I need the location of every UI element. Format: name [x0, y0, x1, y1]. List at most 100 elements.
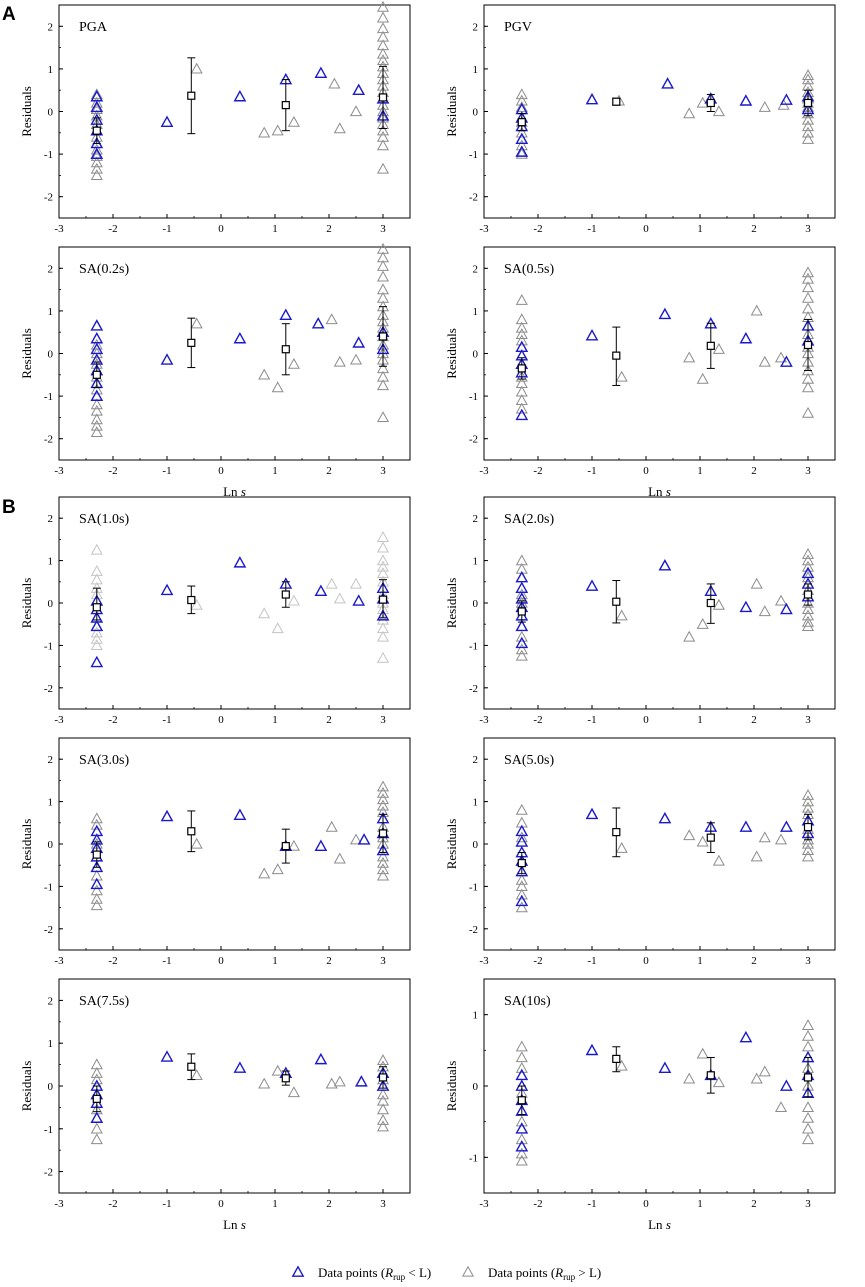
x-tick-label: -1 — [162, 955, 171, 967]
panel-sa-7-5s: -3 -2 -1 0 1 2 3 -2 -1 0 1 2 Residuals SA(7.5s) Ln s — [19, 978, 411, 1232]
x-tick-label: -2 — [533, 955, 542, 967]
blue-data-point — [515, 1122, 529, 1134]
mean-marker — [517, 607, 526, 616]
y-tick-label: 2 — [48, 21, 54, 33]
y-tick-label: -1 — [469, 881, 478, 893]
gray-data-point — [333, 592, 346, 604]
y-tick-label: 2 — [473, 754, 479, 766]
section-label-b: B — [2, 497, 16, 518]
gray-data-point — [515, 334, 528, 346]
blue-data-point — [357, 833, 371, 845]
mean-marker — [803, 340, 813, 350]
mean-marker — [706, 341, 715, 350]
gray-data-point — [90, 884, 103, 896]
gray-data-point — [258, 126, 271, 138]
blue-data-point — [515, 636, 529, 649]
gray-data-point — [801, 1111, 815, 1123]
x-tick-label: 3 — [380, 223, 386, 235]
x-tick-label: 0 — [218, 955, 224, 967]
gray-data-point — [328, 77, 341, 89]
gray-data-point — [376, 270, 390, 282]
y-tick-label: 2 — [48, 754, 54, 766]
gray-data-point — [515, 313, 528, 325]
mean-marker — [378, 595, 388, 604]
gray-data-point — [758, 831, 771, 843]
gray-data-point — [190, 62, 203, 74]
gray-data-point — [801, 281, 815, 293]
gray-data-point — [801, 833, 815, 845]
panel-sa-5-0s: -3 -2 -1 0 1 2 3 -2 -1 0 1 2 Residuals SA(5.0s) — [444, 737, 836, 967]
y-tick-label: 0 — [48, 598, 54, 610]
mean-marker — [378, 332, 388, 341]
mean-marker — [612, 828, 621, 837]
panel-title: SA(0.2s) — [79, 262, 130, 277]
panel-title: PGV — [504, 20, 532, 35]
gray-data-point — [801, 554, 815, 566]
gray-data-point — [758, 355, 771, 367]
gray-data-point — [801, 596, 815, 608]
y-tick-label: 0 — [48, 107, 54, 119]
gray-data-point — [515, 1133, 528, 1145]
gray-data-point — [90, 419, 103, 431]
gray-data-point — [90, 169, 103, 181]
gray-data-point — [90, 398, 103, 410]
gray-data-point — [801, 291, 815, 303]
y-tick-label: -1 — [469, 640, 478, 652]
gray-data-point — [615, 370, 628, 382]
gray-data-point — [801, 1101, 815, 1113]
gray-data-point — [801, 603, 815, 615]
y-tick-label: 0 — [473, 598, 479, 610]
gray-data-point — [683, 351, 696, 363]
x-tick-label: 1 — [272, 714, 278, 726]
blue-data-point — [658, 1061, 672, 1074]
gray-data-point — [801, 1029, 815, 1041]
panel-title: PGA — [79, 20, 108, 35]
mean-marker — [187, 827, 196, 836]
plot-frame — [58, 978, 411, 1194]
mean-marker — [187, 91, 196, 100]
panel-title: SA(5.0s) — [504, 753, 555, 768]
gray-data-point — [90, 404, 103, 416]
mean-marker — [517, 364, 526, 373]
blue-data-point — [515, 1104, 529, 1116]
gray-data-point — [376, 47, 390, 59]
mean-marker — [281, 842, 290, 851]
blue-data-point — [311, 317, 325, 329]
gray-data-point — [615, 842, 628, 853]
blue-data-point — [160, 583, 174, 596]
blue-data-point — [160, 115, 174, 128]
gray-data-point — [376, 139, 390, 151]
gray-data-point — [801, 126, 815, 138]
gray-data-point — [90, 573, 103, 585]
gray-data-point — [90, 383, 103, 395]
mean-marker — [378, 93, 388, 102]
x-tick-label: 0 — [643, 1198, 649, 1210]
blue-data-point — [314, 1052, 328, 1065]
gray-data-point — [515, 385, 528, 397]
gray-data-point — [801, 302, 815, 314]
blue-data-point — [515, 619, 529, 632]
x-tick-label: 3 — [380, 955, 386, 967]
mean-marker — [706, 1071, 715, 1080]
mean-marker — [281, 101, 290, 110]
gray-data-point — [758, 101, 771, 112]
gray-data-point — [376, 259, 390, 271]
gray-data-point — [515, 1154, 528, 1166]
mean-marker — [187, 595, 196, 605]
mean-marker — [612, 351, 621, 360]
gray-data-point — [90, 88, 103, 100]
x-tick-label: 0 — [218, 714, 224, 726]
x-tick-label: 0 — [643, 223, 649, 235]
gray-data-point — [190, 1069, 203, 1080]
gray-data-point — [801, 272, 815, 284]
gray-data-point — [333, 122, 346, 134]
blue-data-point — [233, 89, 247, 102]
gray-data-point — [801, 372, 815, 384]
gray-data-point — [801, 548, 815, 559]
y-tick-label: -2 — [44, 924, 53, 936]
gray-data-point — [90, 1066, 103, 1078]
x-tick-label: 3 — [380, 465, 386, 477]
panel-sa-10s: -3 -2 -1 0 1 2 3 -1 0 1 Residuals SA(10s) Ln s — [444, 978, 836, 1232]
gray-data-point — [515, 803, 528, 815]
y-tick-label: -1 — [44, 391, 53, 403]
